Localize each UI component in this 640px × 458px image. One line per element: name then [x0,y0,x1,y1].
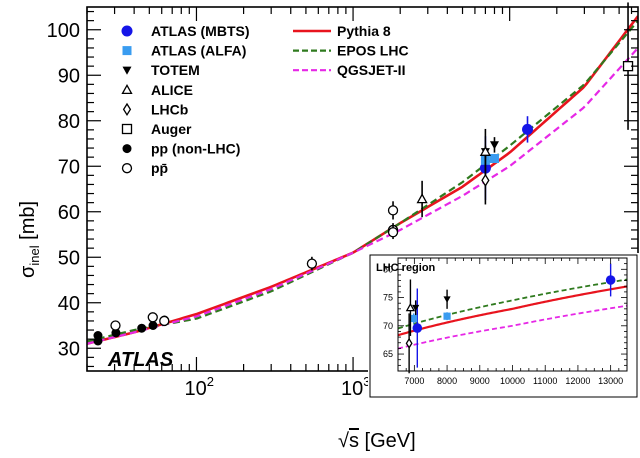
legend-label-lhcb: LHCb [151,101,188,117]
y-tick-label-30: 30 [58,338,80,360]
y-axis-label-sub: inel [27,245,42,265]
inset-x-tick-label-13000: 13000 [598,376,623,386]
legend-label-epos-lhc: EPOS LHC [337,43,409,59]
inset-curve-epos-lhc [398,278,627,330]
legend-marker-pp- [121,163,133,174]
point-pp--0 [110,320,121,331]
point-lhcb-0 [481,173,490,187]
legend-label-alice: ALICE [151,82,193,98]
x-tick-exp: 2 [207,374,214,389]
point-atlas-alfa--1 [489,154,499,164]
x-axis-label-s: s [349,430,359,452]
inset-point-alice-1 [405,302,416,312]
inset-title: LHC region [376,262,436,274]
inset-point-lhcb-0 [405,337,413,349]
inset-y-tick-label-65: 65 [383,349,393,359]
point-atlas-mbts--1 [522,123,534,135]
inset-curve-pythia-8 [398,285,627,337]
inset-x-tick-label-9000: 9000 [470,376,490,386]
x-tick-exp: 3 [363,374,370,389]
legend-marker-lhcb [122,102,132,117]
inset-point-totem-1 [443,296,451,303]
x-tick-base: 10 [184,378,206,400]
legend-label-atlas-mbts-: ATLAS (MBTS) [151,23,250,39]
inset-x-tick-label-7000: 7000 [404,376,424,386]
x-tick-base: 10 [341,378,363,400]
curve-pythia-8 [87,15,638,345]
legend-marker-totem [122,66,132,75]
inset-point-atlas-mbts--0 [412,323,423,333]
y-tick-label-100: 100 [47,20,80,42]
y-tick-label-60: 60 [58,202,80,224]
legend-label-qgsjet-ii: QGSJET-II [337,62,405,78]
x-axis-label: √s [GeV] [338,430,416,452]
x-axis-label-root: √ [338,430,349,452]
inset-curve-qgsjet-ii [398,304,627,350]
point-pp--2 [159,315,170,327]
y-tick-label-50: 50 [58,247,80,269]
point-pp-non-lhc--3 [137,323,147,333]
legend-label-pythia-8: Pythia 8 [337,23,391,39]
inset-point-atlas-alfa--0 [410,314,418,323]
y-axis-label-unit: [mb] [17,201,39,245]
point-pp-non-lhc--2 [111,328,121,338]
point-pp-non-lhc--1 [93,331,103,341]
legend-label-totem: TOTEM [151,62,200,78]
point-pp--1 [147,312,158,323]
legend-label-auger: Auger [151,121,192,137]
plot-frame [86,6,639,372]
inset-point-atlas-mbts--1 [605,275,616,285]
legend-label-pp-non-lhc-: pp (non-LHC) [151,141,240,157]
point-alice-1 [479,145,492,156]
inset-x-tick-label-11000: 11000 [533,376,557,386]
legend-marker-atlas-alfa- [122,46,132,56]
inset-y-tick-label-70: 70 [383,321,393,331]
inset-border [369,254,638,398]
y-axis-label-main: σ [17,265,39,278]
inset-point-layer [405,263,616,374]
legend-marker-pp-non-lhc- [122,144,132,154]
point-totem-1 [489,141,499,150]
inset-x-tick-label-10000: 10000 [500,376,525,386]
point-pp--4 [387,205,399,216]
inset-point-atlas-alfa--1 [443,312,451,320]
legend-label-pp-: pp̄ [151,160,168,176]
x-tick-label-1000: 103 [341,374,370,400]
legend-marker-auger [121,123,133,135]
point-pp--6 [387,227,399,238]
brand-label: ATLAS [107,349,174,371]
legend-label-atlas-alfa-: ATLAS (ALFA) [151,43,246,59]
legend-marker-alice [121,83,133,95]
inset-y-tick-label-75: 75 [383,293,393,303]
y-tick-label-80: 80 [58,111,80,133]
legend-marker-atlas-mbts- [121,25,133,37]
point-pp--3 [306,258,318,269]
inset-curve-layer [398,278,627,350]
point-pp-non-lhc--4 [148,321,158,330]
inset-point-totem-0 [412,304,420,312]
y-axis-label: σinel [mb] [17,201,42,278]
inset-x-tick-label-12000: 12000 [565,376,590,386]
y-tick-label-70: 70 [58,156,80,178]
x-axis-label-unit: [GeV] [359,430,416,452]
point-alice-0 [416,193,428,204]
x-tick-label-100: 102 [184,374,213,400]
curve-qgsjet-ii [87,47,638,345]
y-tick-label-90: 90 [58,65,80,87]
inset-y-tick-label-80: 80 [383,264,393,274]
inset-x-tick-label-8000: 8000 [437,376,457,386]
y-tick-label-40: 40 [58,293,80,315]
